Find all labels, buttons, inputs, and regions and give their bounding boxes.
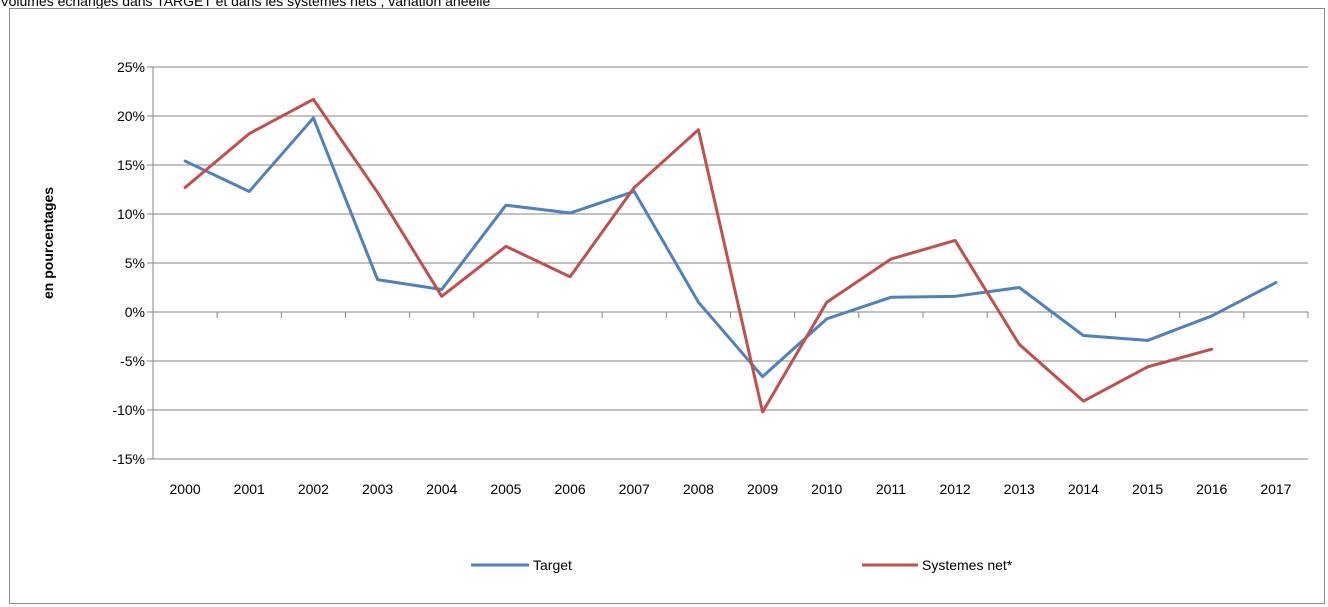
x-tick-label: 2008 xyxy=(683,481,714,497)
x-tick-label: 2015 xyxy=(1132,481,1163,497)
x-tick-label: 2016 xyxy=(1196,481,1227,497)
x-tick-label: 2002 xyxy=(298,481,329,497)
legend-label-1: Systemes net* xyxy=(922,557,1013,573)
y-tick-label: 0% xyxy=(125,304,145,320)
y-tick-label: 10% xyxy=(117,206,145,222)
y-tick-label: -15% xyxy=(112,451,145,467)
y-tick-label: -5% xyxy=(120,353,145,369)
y-tick-label: 25% xyxy=(117,59,145,75)
y-tick-label: 20% xyxy=(117,108,145,124)
y-tick-label: 15% xyxy=(117,157,145,173)
x-tick-label: 2001 xyxy=(234,481,265,497)
series-line-1 xyxy=(183,97,1214,414)
axes: 25% 20% 15% 10% 5% 0% -5% -10% -15% 2000 2001 2002 2… xyxy=(112,59,1309,497)
y-axis-label: en pourcentages xyxy=(40,187,56,299)
y-tick-label: -10% xyxy=(112,402,145,418)
x-tick-label: 2006 xyxy=(555,481,586,497)
series-line-0 xyxy=(183,116,1278,379)
chart-frame xyxy=(9,8,1325,604)
x-tick-label: 2003 xyxy=(362,481,393,497)
x-tick-label: 2012 xyxy=(940,481,971,497)
chart-title: Volumes échangés dans TARGET et dans les… xyxy=(0,0,491,9)
x-tick-label: 2009 xyxy=(747,481,778,497)
x-tick-label: 2013 xyxy=(1004,481,1035,497)
x-tick-label: 2007 xyxy=(619,481,650,497)
x-tick-label: 2017 xyxy=(1260,481,1291,497)
x-tick-label: 2005 xyxy=(490,481,521,497)
legend-label-0: Target xyxy=(533,557,572,573)
x-tick-label: 2011 xyxy=(876,481,906,497)
legend: Target Systemes net* xyxy=(471,557,1013,573)
series-lines xyxy=(183,97,1278,414)
y-tick-label: 5% xyxy=(125,255,145,271)
x-tick-label: 2010 xyxy=(811,481,842,497)
gridlines xyxy=(153,66,1308,460)
x-tick-label: 2000 xyxy=(170,481,201,497)
x-tick-label: 2004 xyxy=(426,481,457,497)
x-tick-label: 2014 xyxy=(1068,481,1099,497)
